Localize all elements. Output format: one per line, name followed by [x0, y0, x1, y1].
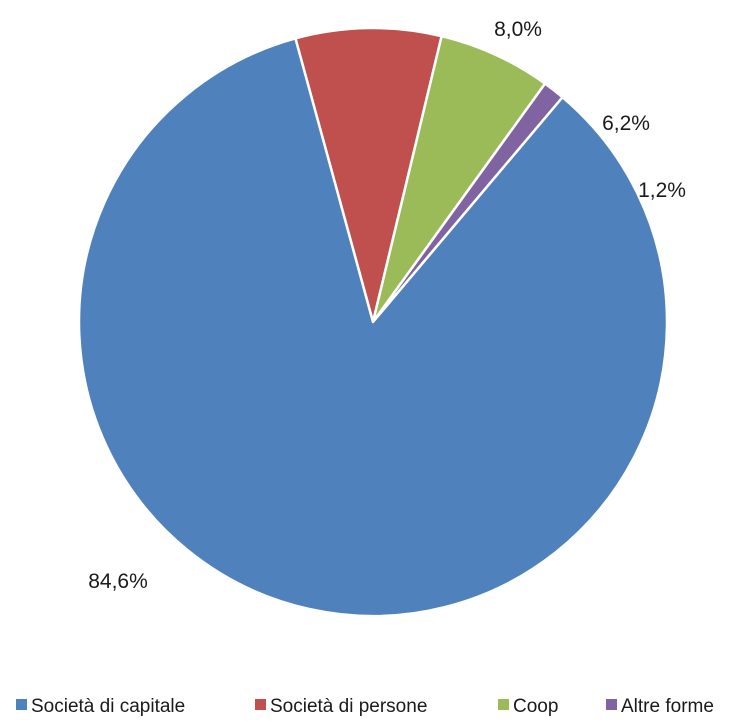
pie-data-labels: 84,6% 8,0% 6,2% 1,2% — [88, 18, 686, 593]
pie-slices — [77, 26, 669, 618]
pie-slice-coop — [371, 34, 547, 324]
data-label-coop: 6,2% — [602, 112, 650, 135]
legend-item-altre-forme: Altre forme — [606, 696, 714, 717]
legend-item-societa-di-capitale: Società di capitale — [16, 696, 185, 717]
legend-label-altre-forme: Altre forme — [621, 696, 714, 717]
chart-legend: Società di capitale Società di persone Coo… — [16, 696, 714, 717]
data-label-societa-di-capitale: 84,6% — [88, 570, 148, 593]
legend-item-societa-di-persone: Società di persone — [255, 696, 427, 717]
legend-swatch-societa-di-capitale — [16, 699, 27, 710]
legend-label-coop: Coop — [513, 696, 558, 717]
data-label-altre-forme: 1,2% — [638, 179, 686, 202]
legend-swatch-societa-di-persone — [255, 699, 266, 710]
pie-slice-societa-di-persone — [294, 26, 443, 324]
legend-swatch-altre-forme — [606, 699, 617, 710]
legend-swatch-coop — [498, 699, 509, 710]
legend-item-coop: Coop — [498, 696, 558, 717]
pie-slice-societa-di-capitale — [77, 37, 669, 618]
data-label-societa-di-persone: 8,0% — [494, 18, 542, 41]
legend-label-societa-di-persone: Società di persone — [270, 696, 427, 717]
legend-label-societa-di-capitale: Società di capitale — [31, 696, 185, 717]
